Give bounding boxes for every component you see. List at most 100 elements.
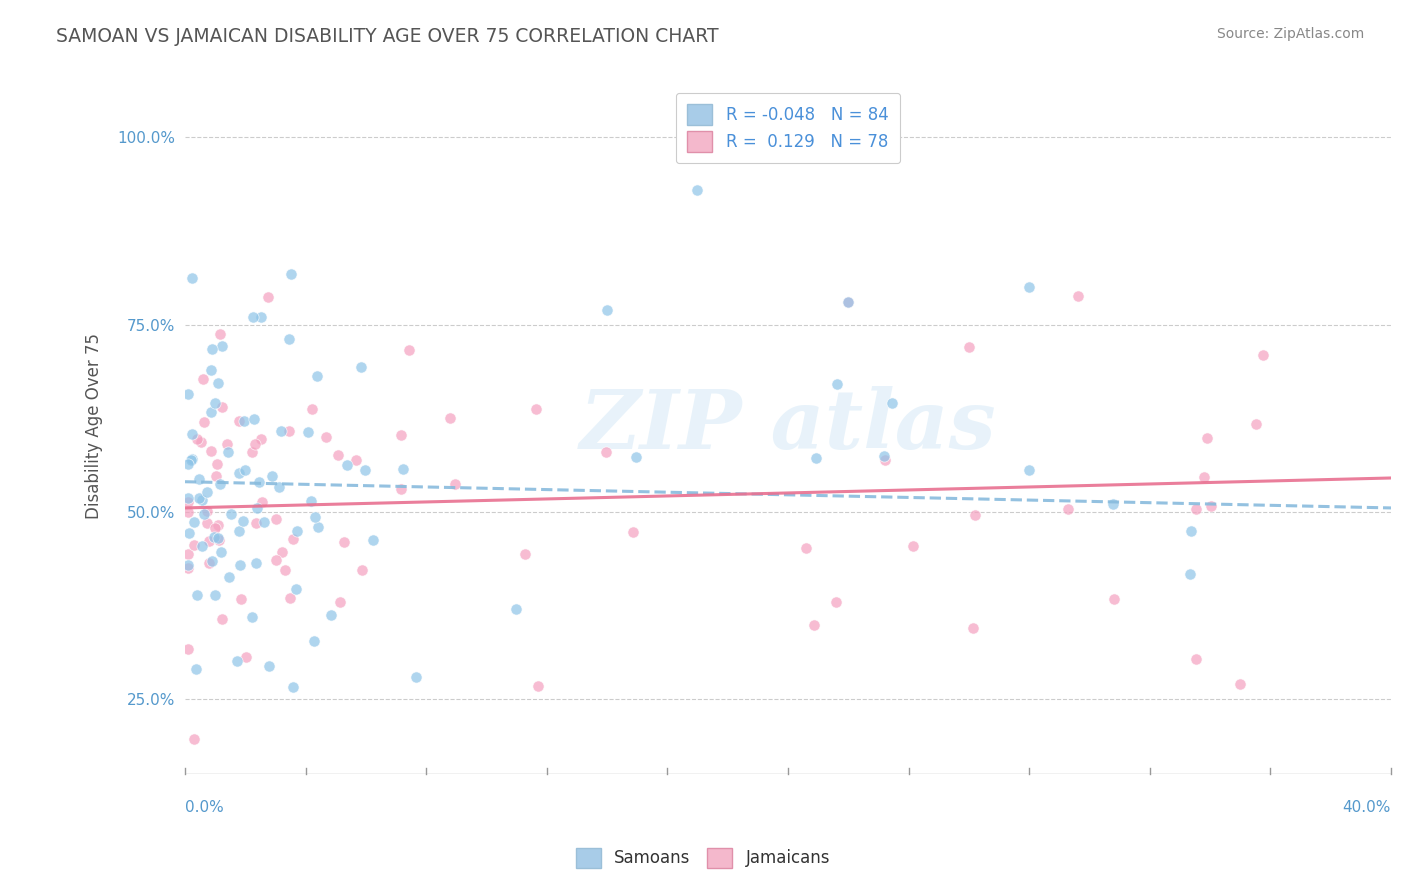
- Point: [281, 532, 304, 546]
- Point: [1057, 502, 1080, 516]
- Legend: R = -0.048   N = 84, R =  0.129   N = 78: R = -0.048 N = 84, R = 0.129 N = 78: [676, 93, 900, 163]
- Point: [200, 363, 222, 377]
- Point: [232, 413, 254, 427]
- Point: [195, 484, 218, 499]
- Point: [880, 396, 903, 410]
- Point: [207, 517, 229, 532]
- Point: [187, 491, 209, 506]
- Point: [280, 591, 302, 605]
- Point: [231, 592, 253, 607]
- Point: [274, 563, 297, 577]
- Point: [305, 368, 328, 383]
- Point: [1067, 289, 1090, 303]
- Point: [228, 414, 250, 428]
- Point: [270, 544, 292, 558]
- Point: [873, 449, 896, 463]
- Point: [204, 469, 226, 483]
- Point: [240, 610, 263, 624]
- Point: [177, 491, 200, 505]
- Point: [1185, 652, 1208, 666]
- Point: [228, 466, 250, 480]
- Point: [250, 432, 273, 446]
- Point: [299, 494, 322, 508]
- Point: [686, 183, 709, 197]
- Point: [837, 295, 859, 310]
- Point: [285, 582, 308, 597]
- Text: 40.0%: 40.0%: [1343, 800, 1391, 815]
- Point: [247, 475, 270, 490]
- Point: [219, 508, 242, 522]
- Point: [183, 731, 205, 746]
- Point: [177, 558, 200, 573]
- Point: [329, 595, 352, 609]
- Point: [321, 607, 343, 622]
- Point: [398, 343, 420, 358]
- Point: [195, 504, 218, 518]
- Point: [257, 290, 280, 304]
- Point: [183, 538, 205, 552]
- Point: [262, 468, 284, 483]
- Point: [177, 387, 200, 401]
- Point: [1018, 463, 1040, 477]
- Point: [328, 448, 350, 462]
- Point: [215, 436, 238, 450]
- Point: [211, 339, 233, 353]
- Point: [218, 570, 240, 584]
- Point: [527, 679, 550, 693]
- Point: [190, 539, 212, 553]
- Text: Source: ZipAtlas.com: Source: ZipAtlas.com: [1216, 27, 1364, 41]
- Point: [1199, 499, 1222, 513]
- Point: [183, 515, 205, 529]
- Point: [391, 462, 413, 476]
- Point: [198, 556, 221, 570]
- Point: [186, 588, 208, 602]
- Point: [228, 524, 250, 538]
- Point: [243, 437, 266, 451]
- Point: [304, 509, 326, 524]
- Point: [190, 493, 212, 508]
- Text: ZIP atlas: ZIP atlas: [579, 385, 997, 466]
- Point: [242, 310, 264, 324]
- Point: [177, 641, 200, 656]
- Text: SAMOAN VS JAMAICAN DISABILITY AGE OVER 75 CORRELATION CHART: SAMOAN VS JAMAICAN DISABILITY AGE OVER 7…: [56, 27, 718, 45]
- Point: [1180, 524, 1202, 539]
- Point: [901, 539, 924, 553]
- Point: [177, 495, 200, 509]
- Point: [235, 650, 257, 665]
- Point: [621, 524, 644, 539]
- Point: [186, 432, 208, 446]
- Point: [1251, 348, 1274, 362]
- Point: [226, 654, 249, 668]
- Point: [245, 556, 267, 570]
- Y-axis label: Disability Age Over 75: Disability Age Over 75: [86, 333, 103, 518]
- Point: [297, 425, 319, 440]
- Point: [181, 427, 204, 442]
- Point: [280, 268, 302, 282]
- Point: [250, 495, 273, 509]
- Point: [361, 533, 384, 548]
- Point: [229, 558, 252, 573]
- Point: [354, 463, 377, 477]
- Point: [1102, 591, 1125, 606]
- Point: [794, 541, 817, 556]
- Point: [195, 516, 218, 530]
- Point: [200, 405, 222, 419]
- Point: [505, 602, 527, 616]
- Point: [190, 434, 212, 449]
- Point: [439, 411, 461, 425]
- Point: [624, 450, 647, 464]
- Point: [204, 395, 226, 409]
- Point: [285, 524, 308, 538]
- Point: [344, 452, 367, 467]
- Point: [211, 401, 233, 415]
- Point: [177, 547, 200, 561]
- Point: [246, 500, 269, 515]
- Point: [211, 545, 233, 559]
- Point: [180, 451, 202, 466]
- Point: [333, 534, 356, 549]
- Point: [1195, 431, 1218, 445]
- Point: [965, 508, 987, 523]
- Point: [1102, 497, 1125, 511]
- Point: [595, 445, 617, 459]
- Point: [245, 516, 267, 531]
